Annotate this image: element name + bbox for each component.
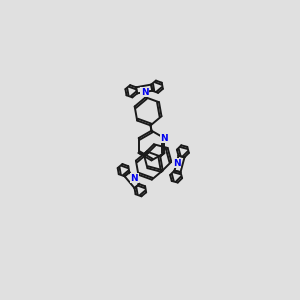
Text: N: N — [141, 88, 148, 97]
Text: N: N — [130, 174, 138, 183]
Text: N: N — [173, 159, 180, 168]
Text: N: N — [160, 134, 168, 142]
